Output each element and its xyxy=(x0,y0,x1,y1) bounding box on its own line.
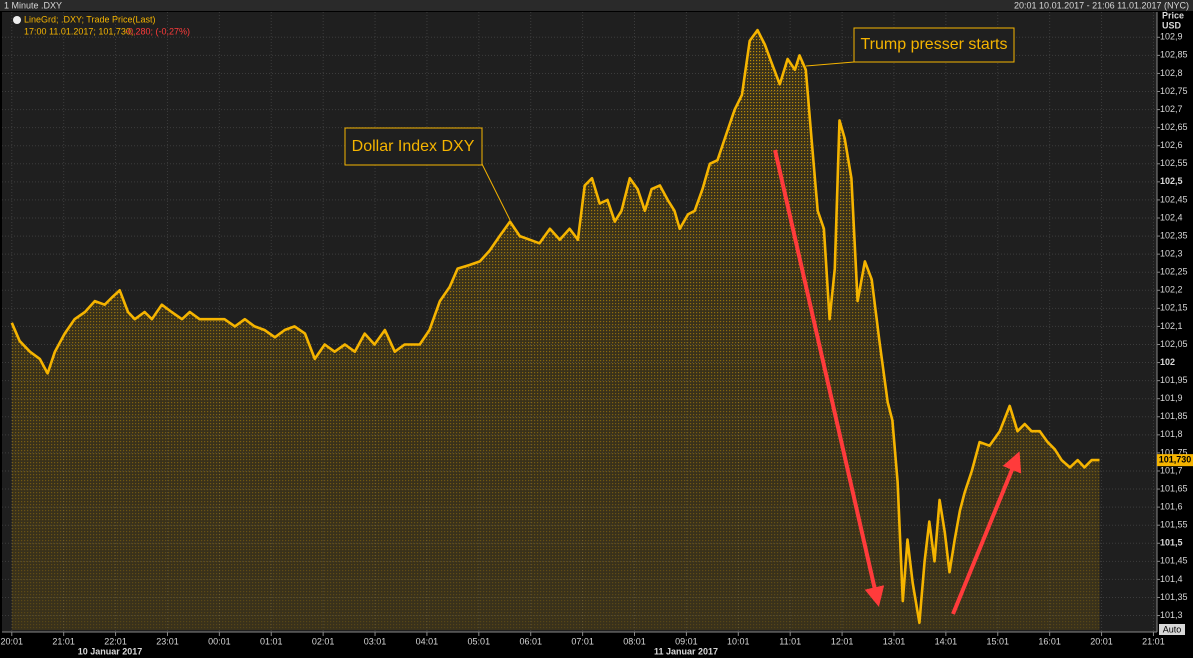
legend-text: LineGrd; .DXY; Trade Price(Last) xyxy=(24,14,155,24)
x-tick-label: 10:01 xyxy=(727,636,750,646)
x-tick-label: 06:01 xyxy=(519,636,542,646)
x-tick-label: 05:01 xyxy=(468,636,491,646)
y-tick-label: 102,7 xyxy=(1160,104,1183,114)
y-tick-label: 101,9 xyxy=(1160,393,1183,403)
y-tick-label: 102,1 xyxy=(1160,321,1183,331)
y-tick-label: 102,45 xyxy=(1160,194,1188,204)
y-tick-label: 101,4 xyxy=(1160,574,1183,584)
y-tick-label: 102,15 xyxy=(1160,303,1188,313)
y-tick-label: 102 xyxy=(1160,357,1175,367)
y-tick-label: 101,7 xyxy=(1160,465,1183,475)
y-tick-label: 101,95 xyxy=(1160,375,1188,385)
area-dots xyxy=(11,30,1100,631)
annotation-box xyxy=(853,27,1015,63)
y-tick-label: 101,55 xyxy=(1160,520,1188,530)
x-tick-label: 15:01 xyxy=(986,636,1009,646)
y-tick-label: 101,5 xyxy=(1160,538,1183,548)
y-tick-label: 101,85 xyxy=(1160,411,1188,421)
x-tick-label: 20:01 xyxy=(1,636,24,646)
x-tick-label: 04:01 xyxy=(416,636,439,646)
y-tick-label: 101,75 xyxy=(1160,447,1188,457)
y-tick-label: 102,5 xyxy=(1160,176,1183,186)
x-tick-label: 01:01 xyxy=(260,636,283,646)
x-tick-label: 08:01 xyxy=(623,636,646,646)
time-range: 20:01 10.01.2017 - 21:06 11.01.2017 (NYC… xyxy=(1014,0,1189,10)
chart-title: 1 Minute .DXY xyxy=(4,0,62,10)
last-price-label: 101,730 xyxy=(1159,455,1192,465)
x-tick-label: 23:01 xyxy=(156,636,179,646)
change-text: -0,280; (-0,27%) xyxy=(125,26,190,36)
price-line xyxy=(10,28,1100,625)
y-tick-label: 101,65 xyxy=(1160,483,1188,493)
y-tick-label: 102,05 xyxy=(1160,339,1188,349)
x-tick-label: 21:01 xyxy=(1142,636,1165,646)
annotation-box xyxy=(344,127,483,166)
x-tick-label: 22:01 xyxy=(104,636,127,646)
y-tick-label: 102,6 xyxy=(1160,140,1183,150)
x-tick-label: 00:01 xyxy=(208,636,231,646)
red-arrow xyxy=(773,149,885,607)
y-tick-label: 102,75 xyxy=(1160,86,1188,96)
y-tick-label: 102,55 xyxy=(1160,158,1188,168)
y-tick-label: 102,3 xyxy=(1160,249,1183,259)
y-tick-label: 101,35 xyxy=(1160,592,1188,602)
legend-icon[interactable] xyxy=(13,16,21,24)
y-tick-label: 102,35 xyxy=(1160,230,1188,240)
date-label: 11 Januar 2017 xyxy=(654,646,718,656)
x-tick-label: 11:01 xyxy=(779,636,801,646)
auto-button[interactable] xyxy=(1159,624,1185,635)
auto-button-text[interactable]: Auto xyxy=(1163,624,1182,634)
y-tick-label: 102,9 xyxy=(1160,32,1183,42)
x-tick-label: 16:01 xyxy=(1038,636,1061,646)
x-tick-label: 02:01 xyxy=(312,636,335,646)
x-tick-label: 21:01 xyxy=(52,636,75,646)
red-arrow xyxy=(951,451,1022,615)
y-tick-label: 102,85 xyxy=(1160,50,1188,60)
x-tick-label: 09:01 xyxy=(675,636,698,646)
annotation-leader xyxy=(479,159,511,221)
y-tick-label: 102,2 xyxy=(1160,285,1183,295)
x-tick-label: 03:01 xyxy=(364,636,387,646)
y-tick-label: 102,65 xyxy=(1160,122,1188,132)
annotation: Dollar Index DXY xyxy=(352,138,475,155)
y-tick-label: 101,8 xyxy=(1160,429,1183,439)
date-label: 10 Januar 2017 xyxy=(78,646,143,656)
y-tick-label: 101,45 xyxy=(1160,556,1188,566)
x-tick-label: 13:01 xyxy=(883,636,906,646)
y-tick-label: 101,3 xyxy=(1160,610,1183,620)
info-line: 17:00 11.01.2017; 101,730; xyxy=(24,26,133,36)
annotation: Trump presser starts xyxy=(861,36,1008,53)
y-tick-label: 102,4 xyxy=(1160,212,1183,222)
y-tick-label: 102,25 xyxy=(1160,267,1188,277)
x-tick-label: 12:01 xyxy=(831,636,854,646)
x-tick-label: 14:01 xyxy=(935,636,958,646)
y-axis-label: USD xyxy=(1162,20,1182,30)
top-bar xyxy=(0,0,1193,11)
last-price-box xyxy=(1157,454,1193,467)
x-tick-label: 07:01 xyxy=(571,636,594,646)
y-tick-label: 102,8 xyxy=(1160,68,1183,78)
y-tick-label: 101,6 xyxy=(1160,501,1183,511)
annotation-leader xyxy=(805,61,855,67)
y-axis-label: Price xyxy=(1162,10,1184,20)
x-tick-label: 20:01 xyxy=(1090,636,1113,646)
